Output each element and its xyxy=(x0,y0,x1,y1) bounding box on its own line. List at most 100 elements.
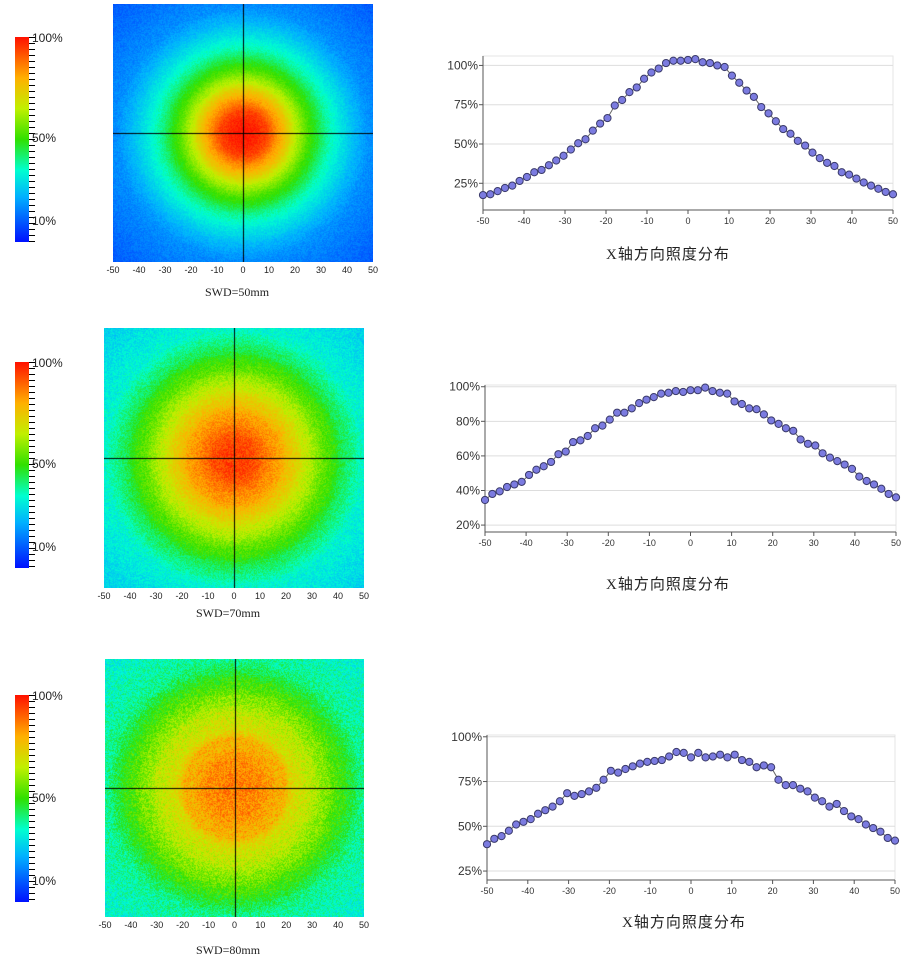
data-point xyxy=(540,463,547,470)
data-point xyxy=(760,411,767,418)
heatmap-x-tick-label: -10 xyxy=(202,920,215,930)
heatmap-x-tick-label: 30 xyxy=(316,265,326,275)
data-point xyxy=(736,79,743,86)
x-tick-label: -30 xyxy=(558,216,571,226)
data-point xyxy=(538,166,545,173)
heatmap-x-tick-label: 50 xyxy=(359,920,369,930)
heatmap-x-tick-label: -20 xyxy=(175,591,188,601)
x-tick-label: 10 xyxy=(724,216,734,226)
data-point xyxy=(567,146,574,153)
series-line xyxy=(485,388,896,500)
x-tick-label: 30 xyxy=(809,538,819,548)
data-point xyxy=(640,75,647,82)
line-chart: 20%40%60%80%100%-50 -40 -30 -20 -10 0 10 20 30 40… xyxy=(440,375,911,552)
data-point xyxy=(593,784,600,791)
data-point xyxy=(604,114,611,121)
data-point xyxy=(644,758,651,765)
colorbar-label-mid: 50% xyxy=(32,791,56,805)
x-tick-label: -40 xyxy=(520,538,533,548)
data-point xyxy=(804,788,811,795)
data-point xyxy=(498,833,505,840)
y-tick-label: 25% xyxy=(458,864,482,878)
plot-frame xyxy=(483,56,893,210)
data-point xyxy=(479,191,486,198)
data-point xyxy=(768,417,775,424)
data-point xyxy=(545,162,552,169)
colorbar xyxy=(15,37,29,242)
data-point xyxy=(665,389,672,396)
data-point xyxy=(599,422,606,429)
data-point xyxy=(878,485,885,492)
data-point xyxy=(575,140,582,147)
data-point xyxy=(582,136,589,143)
data-point xyxy=(564,790,571,797)
data-point xyxy=(553,157,560,164)
data-point xyxy=(841,461,848,468)
x-tick-label: -10 xyxy=(640,216,653,226)
data-point xyxy=(860,179,867,186)
data-point xyxy=(680,388,687,395)
heatmap-x-tick-label: -40 xyxy=(124,920,137,930)
data-point xyxy=(768,764,775,771)
data-point xyxy=(687,387,694,394)
data-point xyxy=(591,425,598,432)
data-point xyxy=(758,103,765,110)
colorbar-label-min: 10% xyxy=(32,214,56,228)
data-point xyxy=(782,782,789,789)
line-chart: 25%50%75%100%-50 -40 -30 -20 -10 0 10 20 30 40 50 xyxy=(438,46,908,230)
data-point xyxy=(731,751,738,758)
heatmap-x-tick-label: 40 xyxy=(333,591,343,601)
heatmap-x-tick-label: -20 xyxy=(176,920,189,930)
heatmap-x-tick-label: 20 xyxy=(281,591,291,601)
data-point xyxy=(848,465,855,472)
line-chart: 25%50%75%100%-50 -40 -30 -20 -10 0 10 20 30 40 50 xyxy=(442,725,910,900)
data-point xyxy=(670,57,677,64)
data-point xyxy=(569,438,576,445)
data-point xyxy=(738,756,745,763)
data-point xyxy=(702,384,709,391)
heatmap-x-tick-label: 40 xyxy=(333,920,343,930)
data-point xyxy=(614,409,621,416)
heatmap-x-tick-label: 30 xyxy=(307,920,317,930)
heatmap-x-tick-label: 30 xyxy=(307,591,317,601)
data-point xyxy=(684,56,691,63)
data-point xyxy=(709,387,716,394)
data-point xyxy=(628,405,635,412)
data-point xyxy=(848,813,855,820)
data-point xyxy=(716,389,723,396)
data-point xyxy=(891,837,898,844)
x-tick-label: 50 xyxy=(890,886,900,896)
data-point xyxy=(560,152,567,159)
data-point xyxy=(826,803,833,810)
data-point xyxy=(556,798,563,805)
x-tick-label: 10 xyxy=(727,538,737,548)
x-tick-label: -20 xyxy=(602,538,615,548)
data-point xyxy=(527,816,534,823)
data-point xyxy=(819,798,826,805)
data-point xyxy=(633,84,640,91)
data-point xyxy=(760,762,767,769)
data-point xyxy=(870,824,877,831)
chart-title: X轴方向照度分布 xyxy=(606,243,730,264)
x-tick-label: 0 xyxy=(688,886,693,896)
data-point xyxy=(856,473,863,480)
data-point xyxy=(655,65,662,72)
data-point xyxy=(505,827,512,834)
data-point xyxy=(626,89,633,96)
plot-area: 25%50%75%100%-50 -40 -30 -20 -10 0 10 20 30 40 50 xyxy=(451,730,900,896)
colorbar-label-max: 100% xyxy=(32,31,63,45)
colorbar-label-max: 100% xyxy=(32,689,63,703)
data-point xyxy=(892,494,899,501)
data-point xyxy=(812,442,819,449)
data-point xyxy=(622,765,629,772)
y-tick-label: 25% xyxy=(454,176,478,190)
data-point xyxy=(673,748,680,755)
heatmap-label: SWD=80mm xyxy=(196,943,260,958)
data-point xyxy=(826,454,833,461)
data-point xyxy=(853,175,860,182)
data-point xyxy=(743,87,750,94)
data-point xyxy=(870,481,877,488)
data-point xyxy=(650,394,657,401)
data-point xyxy=(802,142,809,149)
data-point xyxy=(589,127,596,134)
